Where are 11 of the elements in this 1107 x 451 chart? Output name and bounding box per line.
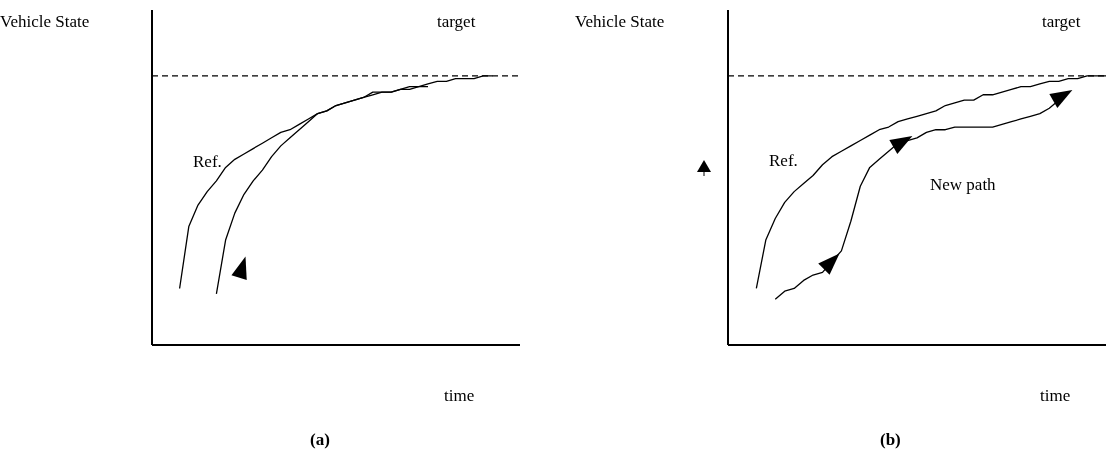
series-label: Ref.: [193, 152, 222, 172]
x-axis-title: time: [1040, 386, 1071, 406]
text: (b): [880, 430, 901, 450]
text: (a): [310, 430, 330, 450]
y-axis-title: Vehicle State: [0, 12, 90, 32]
x-axis-title: time: [444, 386, 475, 406]
text: New path: [930, 175, 996, 195]
y-axis-title: Vehicle State: [575, 12, 665, 32]
ref-line-label: target: [437, 12, 476, 32]
series-label: Ref.: [769, 151, 798, 171]
ref-line-label: target: [1042, 12, 1081, 32]
